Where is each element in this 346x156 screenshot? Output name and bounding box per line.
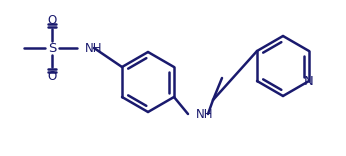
Text: S: S (48, 41, 56, 54)
Text: NH: NH (85, 41, 102, 54)
Text: O: O (47, 14, 57, 27)
Text: NH: NH (196, 107, 213, 120)
Text: O: O (47, 70, 57, 83)
Text: N: N (304, 75, 314, 88)
